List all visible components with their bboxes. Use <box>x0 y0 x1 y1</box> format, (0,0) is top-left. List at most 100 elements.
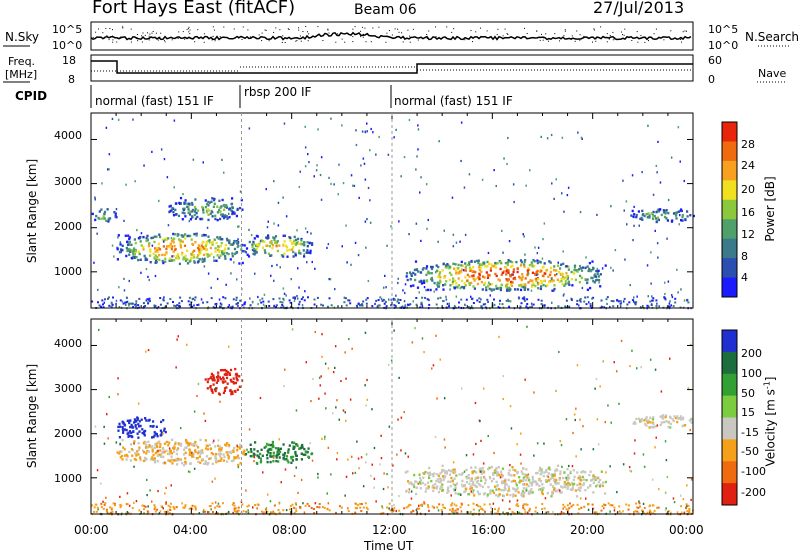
heatmap-cell <box>237 463 240 467</box>
heatmap-cell <box>187 443 191 447</box>
heatmap-cell <box>227 247 230 250</box>
heatmap-cell <box>241 250 244 253</box>
heatmap-cell <box>177 304 180 307</box>
heatmap-cell <box>289 505 292 508</box>
heatmap-cell <box>207 240 210 243</box>
heatmap-cell <box>162 432 164 435</box>
heatmap-cell <box>539 469 542 472</box>
heatmap-cell <box>103 217 106 220</box>
nsearch-noise-dot <box>188 26 190 28</box>
heatmap-cell <box>273 222 275 225</box>
heatmap-cell <box>495 284 498 288</box>
heatmap-cell <box>425 487 428 490</box>
heatmap-cell <box>393 506 396 510</box>
heatmap-cell <box>296 295 298 298</box>
heatmap-cell <box>458 473 461 476</box>
heatmap-cell <box>487 283 490 286</box>
heatmap-cell <box>552 510 554 513</box>
nsearch-noise-dot <box>157 39 159 41</box>
heatmap-cell <box>179 305 181 308</box>
heatmap-cell <box>555 468 558 471</box>
heatmap-cell <box>479 420 481 423</box>
heatmap-cell <box>586 265 589 268</box>
heatmap-cell <box>437 480 440 483</box>
heatmap-cell <box>219 236 222 239</box>
heatmap-cell <box>508 286 511 290</box>
heatmap-cell <box>223 208 226 212</box>
heatmap-cell <box>270 240 273 243</box>
heatmap-cell <box>676 420 679 424</box>
heatmap-cell <box>202 510 204 513</box>
heatmap-cell <box>157 242 161 246</box>
heatmap-cell <box>599 485 601 488</box>
heatmap-cell <box>253 453 256 456</box>
heatmap-cell <box>501 474 504 477</box>
heatmap-cell <box>451 507 454 510</box>
heatmap-cell <box>243 250 246 253</box>
heatmap-cell <box>271 445 274 449</box>
heatmap-cell <box>501 229 503 232</box>
heatmap-cell <box>222 381 225 384</box>
heatmap-cell <box>184 233 187 236</box>
heatmap-cell <box>169 449 172 452</box>
heatmap-cell <box>154 432 157 435</box>
heatmap-cell <box>579 489 582 492</box>
heatmap-cell <box>200 298 203 301</box>
heatmap-cell <box>221 369 224 372</box>
power-colorbar-segment <box>722 160 737 181</box>
heatmap-cell <box>568 464 570 468</box>
nsearch-noise-dot <box>595 38 597 40</box>
heatmap-cell <box>233 252 237 256</box>
heatmap-cell <box>304 165 307 168</box>
heatmap-cell <box>424 483 427 486</box>
heatmap-cell <box>410 481 413 484</box>
nsearch-noise-dot <box>370 41 372 43</box>
heatmap-cell <box>163 461 166 464</box>
heatmap-cell <box>169 512 171 515</box>
heatmap-cell <box>523 503 526 506</box>
heatmap-cell <box>483 509 486 512</box>
heatmap-cell <box>265 506 268 510</box>
heatmap-cell <box>523 296 526 299</box>
heatmap-cell <box>199 449 202 453</box>
heatmap-cell <box>267 443 270 446</box>
heatmap-cell <box>565 508 568 511</box>
heatmap-cell <box>168 205 171 208</box>
heatmap-cell <box>225 451 228 454</box>
heatmap-cell <box>225 215 228 218</box>
heatmap-cell <box>137 442 140 445</box>
nsearch-noise-dot <box>470 30 472 31</box>
heatmap-cell <box>233 455 236 459</box>
heatmap-cell <box>444 475 447 478</box>
heatmap-cell <box>190 253 193 256</box>
heatmap-cell <box>303 511 306 514</box>
heatmap-cell <box>640 509 643 512</box>
heatmap-cell <box>189 462 192 465</box>
heatmap-cell <box>650 304 653 306</box>
heatmap-cell <box>577 476 580 480</box>
heatmap-cell <box>134 424 137 427</box>
heatmap-cell <box>158 440 161 443</box>
heatmap-cell <box>671 418 674 421</box>
heatmap-cell <box>299 447 302 450</box>
heatmap-cell <box>197 254 200 257</box>
heatmap-cell <box>444 471 447 475</box>
nsearch-noise-dot <box>130 28 132 30</box>
heatmap-cell <box>577 512 580 515</box>
heatmap-cell <box>442 478 445 482</box>
heatmap-cell <box>523 299 526 302</box>
freq-label-line2: [MHz] <box>5 68 38 81</box>
heatmap-cell <box>139 258 142 261</box>
heatmap-cell <box>216 236 219 239</box>
heatmap-cell <box>176 257 179 260</box>
nsearch-noise-dot <box>273 31 275 33</box>
heatmap-cell <box>525 468 528 471</box>
heatmap-cell <box>127 435 130 438</box>
heatmap-cell <box>595 377 598 381</box>
heatmap-cell <box>104 298 106 301</box>
heatmap-cell <box>498 507 500 510</box>
nsearch-noise-dot <box>317 26 319 28</box>
heatmap-cell <box>460 503 463 506</box>
heatmap-cell <box>480 508 483 510</box>
heatmap-cell <box>477 276 480 279</box>
